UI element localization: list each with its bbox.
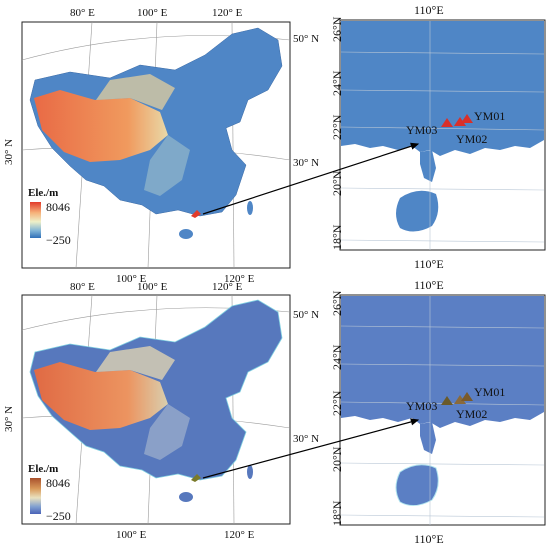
bottom-legend-colorbar <box>30 478 41 514</box>
bottom-zoom-lat-18: 18°N <box>330 500 344 526</box>
bottom-zoom-lat-24: 24°N <box>330 344 344 370</box>
bottom-legend-max: 8046 <box>46 476 70 490</box>
top-yunnan-guizhou-upland <box>144 135 190 196</box>
bottom-taiwan-island <box>247 465 253 479</box>
bottom-northwest-basin <box>96 346 175 380</box>
bottom-zoom-leizhou-peninsula <box>420 422 436 454</box>
bottom-zoom-hainan <box>395 464 439 506</box>
bottom-site-label-ym02: YM02 <box>456 407 487 421</box>
top-lat-label-left-30: 30° N <box>3 139 15 165</box>
bottom-lat-label-right-50: 50° N <box>293 309 319 321</box>
bottom-site-label-ym03: YM03 <box>406 399 437 413</box>
top-legend-title: Ele./m <box>28 187 58 199</box>
top-zoom-lat-18: 18°N <box>330 224 344 250</box>
top-legend-min: −250 <box>46 233 71 247</box>
top-lon-label-bottom-100: 100° E <box>116 273 147 285</box>
top-zoom-landmass <box>341 21 544 156</box>
bottom-zoom-lat-22: 22°N <box>330 390 344 416</box>
top-legend-max: 8046 <box>46 200 70 214</box>
top-northwest-basin <box>96 74 175 110</box>
top-zoom-graticule <box>340 21 545 250</box>
top-zoom-lat-22: 22°N <box>330 114 344 140</box>
bottom-lon-label-80: 80° E <box>70 281 95 293</box>
bottom-lon-label-100: 100° E <box>137 281 168 293</box>
bottom-zoom-graticule <box>340 296 545 525</box>
bottom-site-ym02-marker <box>454 395 466 404</box>
bottom-site-ym01-marker <box>461 392 473 401</box>
bottom-zoom-lat-20: 20°N <box>330 446 344 472</box>
bottom-zoom-landmass <box>341 296 544 428</box>
top-zoom-hainan <box>396 190 439 232</box>
bottom-lat-label-right-30: 30° N <box>293 433 319 445</box>
top-zoom-lon-bottom: 110°E <box>414 257 444 271</box>
bottom-lat-label-left-30: 30° N <box>3 406 15 432</box>
bottom-zoom-lon-top: 110°E <box>414 278 444 292</box>
top-site-label-ym02: YM02 <box>456 132 487 146</box>
bottom-site-ym03-marker <box>441 396 453 405</box>
top-zoom-lat-24: 24°N <box>330 70 344 96</box>
bottom-zoom-lon-bottom: 110°E <box>414 532 444 546</box>
bottom-tibetan-plateau <box>34 362 168 430</box>
top-lon-label-bottom-120: 120° E <box>224 273 255 285</box>
top-hainan-island <box>179 229 193 239</box>
top-site-label-ym03: YM03 <box>406 123 437 137</box>
top-lon-label-120: 120° E <box>212 7 243 19</box>
top-zoom-lat-20: 20°N <box>330 170 344 196</box>
top-tibetan-plateau <box>34 90 168 162</box>
bottom-study-area-marker <box>191 474 201 482</box>
bottom-hainan-island <box>179 492 193 502</box>
top-zoom-lat-26: 26°N <box>330 16 344 42</box>
top-zoom-lon-top: 110°E <box>414 3 444 17</box>
top-study-area-marker <box>191 210 201 218</box>
bottom-lon-label-bottom-120: 120° E <box>224 529 255 541</box>
bottom-zoom-arrow <box>202 418 420 479</box>
top-lon-label-100: 100° E <box>137 7 168 19</box>
top-site-ym01-marker <box>461 114 473 123</box>
top-site-label-ym01: YM01 <box>474 109 505 123</box>
bottom-yunnan-guizhou-upland <box>144 404 190 460</box>
top-lat-label-right-30: 30° N <box>293 157 319 169</box>
bottom-legend-min: −250 <box>46 509 71 523</box>
bottom-zoom-lat-26: 26°N <box>330 290 344 316</box>
top-lon-label-80: 80° E <box>70 7 95 19</box>
top-zoom-leizhou-peninsula <box>420 150 436 182</box>
bottom-site-label-ym01: YM01 <box>474 385 505 399</box>
bottom-lon-label-bottom-100: 100° E <box>116 529 147 541</box>
top-legend-colorbar <box>30 202 41 238</box>
top-lat-label-right-50: 50° N <box>293 33 319 45</box>
bottom-panel: 80° E 100° E 120° E 100° E 120° E 30° N … <box>3 278 546 546</box>
top-panel: 80° E 100° E 120° E 100° E 120° E 30° N … <box>3 3 546 285</box>
top-site-ym03-marker <box>441 118 453 127</box>
top-site-ym02-marker <box>454 117 466 126</box>
bottom-legend-title: Ele./m <box>28 463 58 475</box>
bottom-lon-label-120: 120° E <box>212 281 243 293</box>
top-taiwan-island <box>247 201 253 215</box>
top-zoom-arrow <box>202 142 420 215</box>
